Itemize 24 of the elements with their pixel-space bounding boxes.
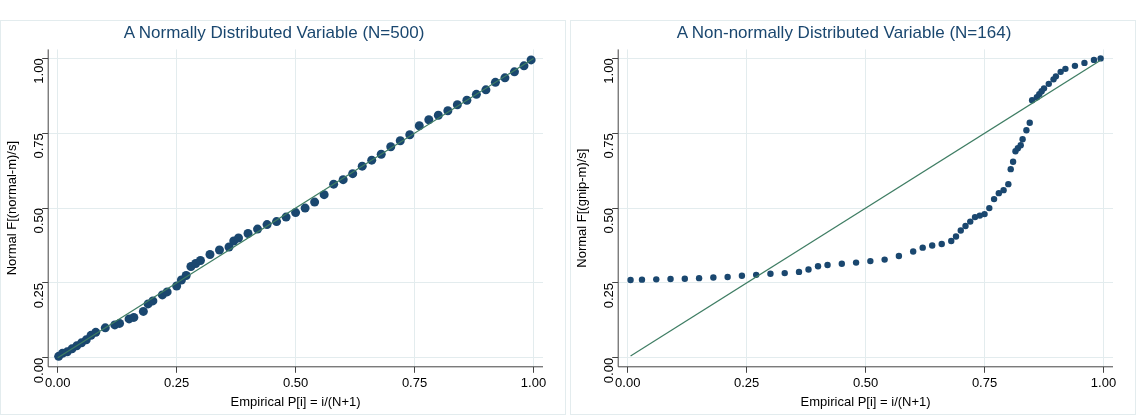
x-tick-label: 1.00 bbox=[1090, 375, 1117, 391]
y-tick-label: 0.75 bbox=[30, 133, 46, 159]
x-tick-label: 0.50 bbox=[282, 375, 309, 391]
y-tick-label: 0.75 bbox=[600, 133, 616, 159]
chart-title: A Normally Distributed Variable (N=500) bbox=[123, 22, 425, 42]
y-tick-label: 0.50 bbox=[30, 208, 46, 234]
y-tick-label: 0.50 bbox=[600, 208, 616, 234]
x-tick-label: 0.50 bbox=[852, 375, 879, 391]
x-tick-label: 0.75 bbox=[971, 375, 998, 391]
x-tick-label: 0.25 bbox=[164, 375, 190, 391]
x-tick-label: 0.00 bbox=[45, 375, 71, 391]
y-tick-label: 1.00 bbox=[600, 58, 616, 84]
chart-title: A Non-normally Distributed Variable (N=164) bbox=[676, 22, 1012, 42]
x-tick-label: 0.25 bbox=[734, 375, 760, 391]
y-tick-label: 1.00 bbox=[30, 58, 46, 84]
x-axis-title: Empirical P[i] = i/(N+1) bbox=[800, 393, 931, 409]
y-tick-label: 0.25 bbox=[30, 282, 46, 309]
x-axis-title: Empirical P[i] = i/(N+1) bbox=[230, 393, 361, 409]
y-axis-title: Normal F[(gnip-m)/s] bbox=[574, 148, 590, 268]
y-axis-title: Normal F[(normal-m)/s] bbox=[4, 140, 20, 276]
x-tick-label: 0.75 bbox=[401, 375, 428, 391]
x-tick-label: 0.00 bbox=[615, 375, 641, 391]
y-tick-label: 0.25 bbox=[600, 282, 616, 309]
x-tick-label: 1.00 bbox=[520, 375, 547, 391]
